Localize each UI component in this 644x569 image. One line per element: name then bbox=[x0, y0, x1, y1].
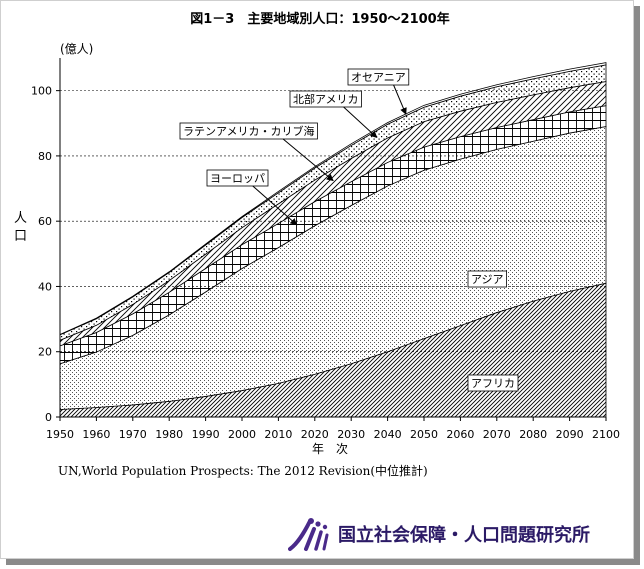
label-north-america: 北部アメリカ bbox=[289, 90, 378, 139]
x-tick-label: 1970 bbox=[119, 428, 147, 441]
x-tick-label: 2010 bbox=[264, 428, 292, 441]
label-text-north-america: 北部アメリカ bbox=[293, 92, 358, 106]
label-text-africa: アフリカ bbox=[471, 377, 515, 390]
label-latin-america: ラテンアメリカ・カリブ海 bbox=[179, 122, 334, 182]
y-tick-label: 0 bbox=[45, 411, 52, 424]
x-tick-label: 2100 bbox=[592, 428, 620, 441]
y-axis-title-char: 口 bbox=[14, 229, 31, 244]
y-tick-label: 60 bbox=[38, 215, 52, 228]
institution-name: 国立社会保障・人口問題研究所 bbox=[338, 525, 590, 546]
area-oceania bbox=[59, 62, 607, 336]
label-arrow-oceania bbox=[393, 84, 407, 115]
x-tick-label: 2020 bbox=[301, 428, 329, 441]
y-tick-label: 40 bbox=[38, 280, 52, 293]
institution-logo: 国立社会保障・人口問題研究所 bbox=[288, 514, 590, 554]
label-box-asia bbox=[467, 270, 507, 288]
x-tick-label: 2040 bbox=[374, 428, 402, 441]
label-text-latin-america: ラテンアメリカ・カリブ海 bbox=[183, 124, 314, 138]
label-europe: ヨーロッパ bbox=[206, 169, 298, 226]
label-box-africa bbox=[467, 374, 519, 392]
ipss-logo-icon bbox=[288, 518, 329, 551]
label-africa: アフリカ bbox=[467, 374, 519, 392]
label-text-europe: ヨーロッパ bbox=[210, 172, 265, 185]
label-text-asia: アジア bbox=[471, 273, 504, 286]
chart-title: 図1－3 主要地域別人口：1950～2100年 bbox=[190, 11, 449, 27]
label-oceania: オセアニア bbox=[347, 68, 410, 115]
x-tick-label: 1950 bbox=[46, 428, 74, 441]
label-box-north-america bbox=[289, 90, 362, 108]
x-tick-label: 2060 bbox=[446, 428, 474, 441]
x-tick-label: 2080 bbox=[519, 428, 547, 441]
label-box-europe bbox=[206, 169, 269, 187]
x-tick-label: 2090 bbox=[556, 428, 584, 441]
label-arrow-latin-america bbox=[282, 138, 334, 182]
y-tick-label: 80 bbox=[38, 150, 52, 163]
label-arrow-north-america bbox=[343, 106, 378, 139]
label-box-oceania bbox=[347, 68, 410, 86]
x-tick-label: 1990 bbox=[192, 428, 220, 441]
label-asia: アジア bbox=[467, 270, 507, 288]
x-tick-label: 2030 bbox=[337, 428, 365, 441]
x-tick-label: 1960 bbox=[82, 428, 110, 441]
y-tick-label: 100 bbox=[31, 85, 52, 98]
x-tick-label: 2000 bbox=[228, 428, 256, 441]
y-axis-title-char: 人 bbox=[14, 211, 31, 226]
label-arrow-europe bbox=[252, 185, 298, 226]
source-note: UN,World Population Prospects: The 2012 … bbox=[58, 464, 428, 478]
y-axis-title: 人口 bbox=[14, 211, 31, 244]
x-tick-label: 2070 bbox=[483, 428, 511, 441]
y-tick-label: 20 bbox=[38, 346, 52, 359]
x-tick-label: 2050 bbox=[410, 428, 438, 441]
x-tick-label: 1980 bbox=[155, 428, 183, 441]
label-box-latin-america bbox=[179, 122, 318, 140]
x-axis-title: 年 次 bbox=[312, 442, 348, 456]
label-text-oceania: オセアニア bbox=[351, 71, 406, 84]
y-axis-unit: (億人) bbox=[60, 42, 93, 56]
